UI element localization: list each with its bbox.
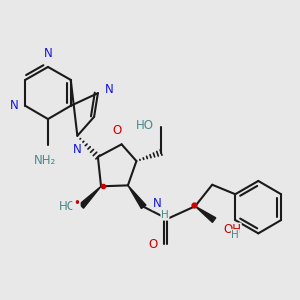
Text: NH₂: NH₂ <box>34 154 56 167</box>
Text: HO: HO <box>59 200 77 213</box>
Polygon shape <box>80 186 101 208</box>
Text: O: O <box>112 124 122 137</box>
Text: H: H <box>161 210 169 220</box>
Text: H: H <box>232 230 239 240</box>
Text: N: N <box>44 47 52 60</box>
Text: N: N <box>152 196 161 210</box>
Text: N: N <box>10 99 18 112</box>
Text: HO: HO <box>136 119 154 132</box>
Polygon shape <box>195 206 216 222</box>
Polygon shape <box>128 185 146 208</box>
Text: OH: OH <box>223 223 241 236</box>
Text: O: O <box>148 238 158 250</box>
Text: •: • <box>73 197 80 210</box>
Text: N: N <box>105 83 114 96</box>
Text: N: N <box>73 143 82 156</box>
